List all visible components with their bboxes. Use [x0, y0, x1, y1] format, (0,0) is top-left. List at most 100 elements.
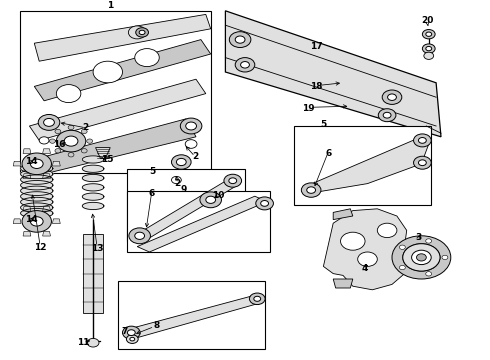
Circle shape [128, 26, 146, 39]
Circle shape [136, 28, 148, 37]
Circle shape [358, 252, 377, 266]
Circle shape [424, 52, 434, 59]
Polygon shape [137, 178, 240, 239]
Circle shape [68, 153, 74, 157]
Circle shape [426, 272, 432, 276]
Circle shape [87, 139, 93, 143]
Circle shape [399, 265, 405, 270]
Circle shape [172, 176, 181, 184]
Polygon shape [21, 169, 53, 179]
Polygon shape [96, 148, 110, 158]
Circle shape [403, 244, 440, 271]
Polygon shape [34, 14, 211, 61]
Polygon shape [21, 180, 53, 190]
Text: 17: 17 [310, 42, 322, 51]
Circle shape [81, 129, 87, 134]
Circle shape [341, 232, 365, 250]
Bar [294, 126, 431, 205]
Bar [20, 11, 211, 173]
Circle shape [241, 62, 249, 68]
Circle shape [426, 239, 432, 243]
Circle shape [200, 192, 221, 208]
Circle shape [392, 236, 451, 279]
Text: 19: 19 [302, 104, 315, 112]
Circle shape [122, 326, 140, 339]
Text: 12: 12 [34, 243, 47, 252]
Polygon shape [21, 197, 53, 207]
Polygon shape [82, 202, 104, 210]
Circle shape [139, 30, 145, 35]
Polygon shape [82, 175, 104, 182]
Text: 5: 5 [149, 166, 155, 175]
Polygon shape [43, 231, 50, 236]
Circle shape [235, 58, 255, 72]
Circle shape [129, 228, 150, 244]
Circle shape [30, 217, 43, 226]
Bar [118, 281, 265, 349]
Circle shape [412, 250, 431, 265]
Circle shape [55, 149, 61, 153]
Text: 14: 14 [24, 215, 37, 224]
Polygon shape [21, 208, 53, 218]
Text: 10: 10 [212, 191, 224, 199]
Text: 16: 16 [53, 140, 66, 149]
Polygon shape [82, 184, 104, 191]
Circle shape [307, 187, 316, 193]
Circle shape [388, 94, 396, 100]
Text: 7: 7 [122, 327, 128, 336]
Polygon shape [82, 156, 104, 163]
Polygon shape [127, 295, 262, 338]
Polygon shape [304, 137, 429, 193]
Circle shape [176, 158, 186, 166]
Text: 11: 11 [77, 338, 90, 347]
Text: 5: 5 [320, 120, 326, 129]
Text: 18: 18 [310, 82, 322, 91]
Circle shape [87, 338, 99, 347]
Circle shape [418, 138, 426, 143]
Circle shape [422, 44, 435, 53]
Polygon shape [225, 11, 441, 137]
Circle shape [135, 232, 145, 239]
Circle shape [172, 155, 191, 169]
Polygon shape [21, 175, 53, 184]
Circle shape [256, 197, 273, 210]
Polygon shape [137, 196, 267, 252]
Circle shape [249, 293, 265, 305]
Circle shape [81, 149, 87, 153]
Circle shape [414, 134, 431, 147]
Circle shape [254, 296, 261, 301]
Circle shape [56, 130, 86, 152]
Circle shape [418, 160, 426, 166]
Text: 2: 2 [83, 123, 89, 132]
Text: 2: 2 [175, 179, 181, 188]
Polygon shape [23, 149, 31, 153]
Polygon shape [333, 209, 353, 220]
Polygon shape [21, 192, 53, 201]
Text: 9: 9 [180, 184, 187, 194]
Circle shape [229, 178, 237, 184]
Text: 1: 1 [107, 1, 113, 10]
Circle shape [185, 140, 197, 148]
Circle shape [224, 174, 242, 187]
Polygon shape [34, 40, 211, 101]
Text: 8: 8 [154, 321, 160, 330]
Text: 20: 20 [421, 16, 434, 25]
Circle shape [39, 137, 49, 144]
Circle shape [64, 136, 78, 146]
Polygon shape [23, 231, 31, 236]
Text: 13: 13 [91, 244, 103, 253]
Circle shape [44, 118, 54, 126]
Text: 4: 4 [362, 264, 368, 273]
Polygon shape [52, 161, 60, 166]
Polygon shape [29, 79, 206, 140]
Circle shape [382, 90, 402, 104]
Polygon shape [24, 119, 196, 176]
Circle shape [416, 254, 426, 261]
Polygon shape [23, 206, 31, 211]
Circle shape [229, 32, 251, 48]
Polygon shape [13, 161, 21, 166]
Polygon shape [43, 206, 50, 211]
Circle shape [261, 201, 269, 206]
Circle shape [399, 245, 405, 249]
Polygon shape [21, 164, 53, 173]
